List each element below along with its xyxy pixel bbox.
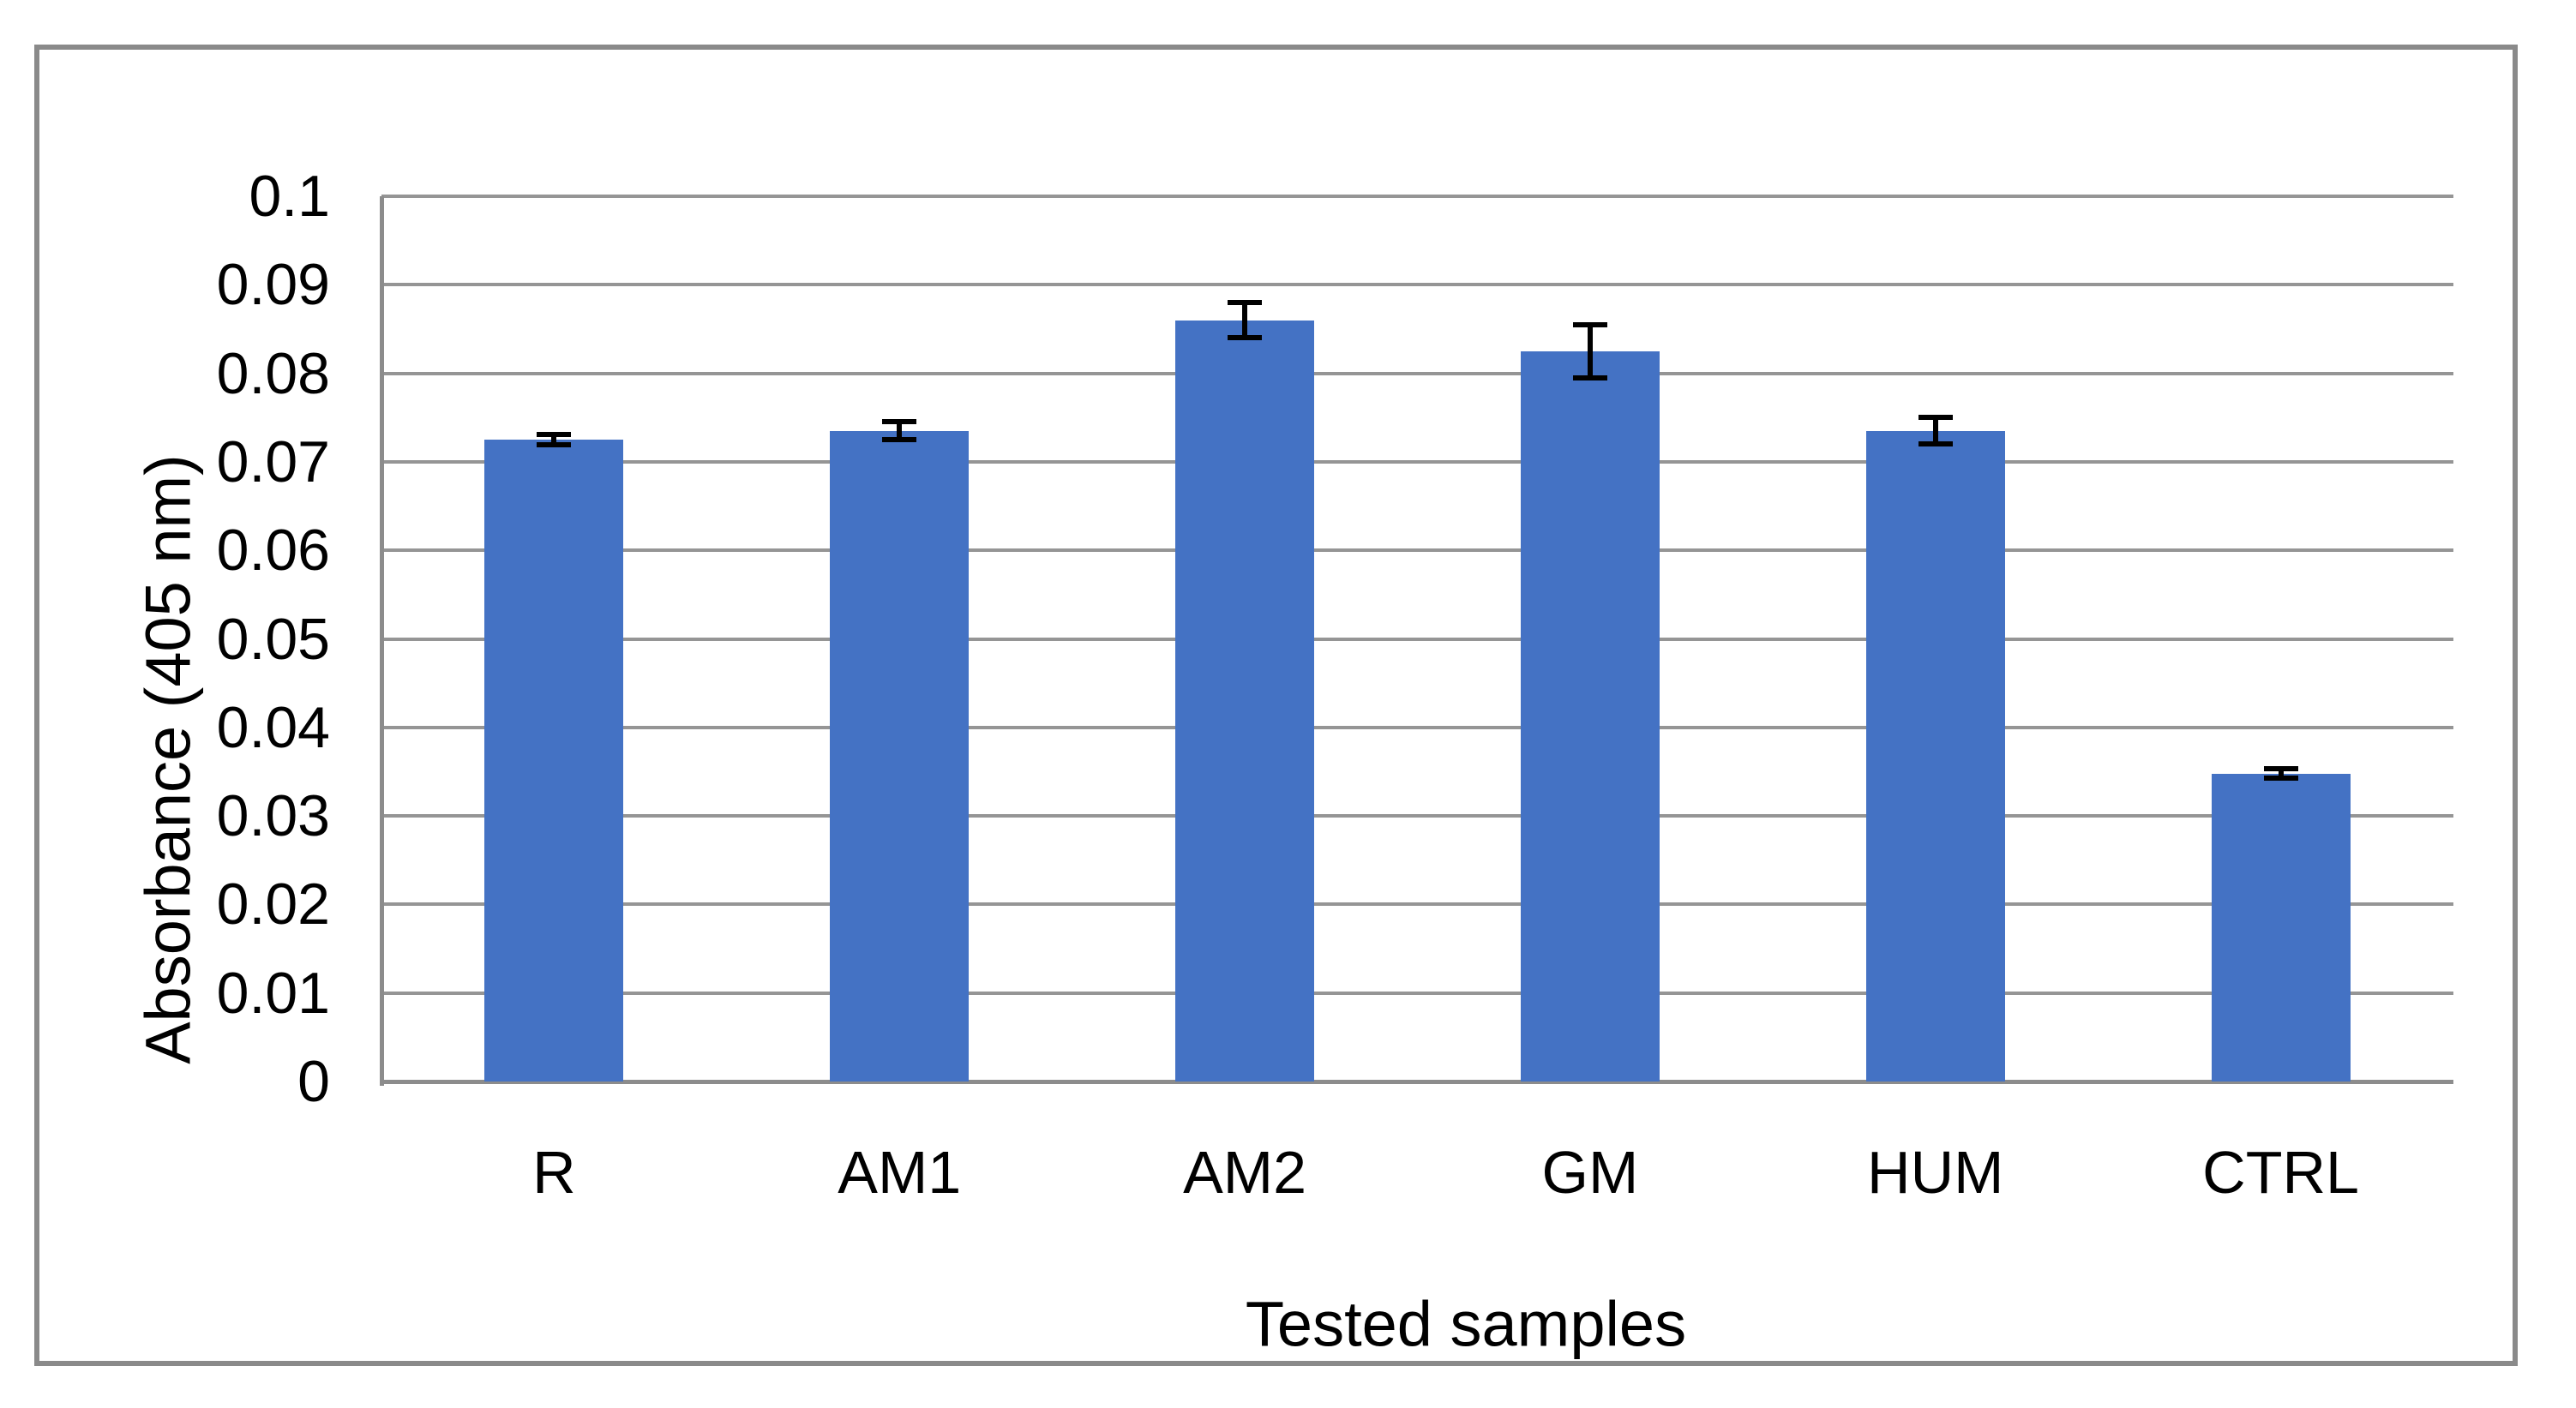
- bar-am2: [1175, 320, 1315, 1081]
- x-category-label-am1: AM1: [838, 1139, 962, 1206]
- bar-gm: [1520, 351, 1660, 1081]
- error-bar-line: [1587, 324, 1593, 378]
- gridline: [381, 991, 2453, 995]
- bar-r: [484, 440, 624, 1081]
- error-bar-cap-bottom: [2263, 775, 2298, 781]
- error-bar-line: [1242, 302, 1248, 339]
- error-bar-cap-bottom: [882, 437, 917, 443]
- gridline: [381, 902, 2453, 907]
- x-category-label-gm: GM: [1541, 1139, 1639, 1206]
- bar-ctrl: [2211, 773, 2351, 1081]
- y-tick-label: 0.06: [216, 518, 330, 584]
- y-tick-label: 0.1: [249, 164, 330, 229]
- y-tick-label: 0.05: [216, 606, 330, 672]
- y-tick-label: 0.01: [216, 960, 330, 1026]
- gridline: [381, 725, 2453, 729]
- y-tick-label: 0.09: [216, 252, 330, 318]
- y-tick-label: 0.08: [216, 340, 330, 406]
- error-bar-line: [551, 434, 557, 446]
- error-bar-cap-top: [2263, 766, 2298, 772]
- gridline: [381, 283, 2453, 287]
- gridline: [381, 371, 2453, 375]
- plot-area: [381, 195, 2453, 1083]
- gridline: [381, 548, 2453, 553]
- gridline: [381, 459, 2453, 464]
- y-axis-line: [380, 196, 384, 1086]
- y-tick-label: 0: [297, 1049, 330, 1114]
- x-category-label-hum: HUM: [1867, 1139, 2004, 1206]
- error-bar-cap-top: [1572, 321, 1607, 327]
- y-tick-label: 0.02: [216, 872, 330, 938]
- y-tick-label: 0.03: [216, 783, 330, 849]
- error-bar-cap-bottom: [537, 442, 572, 448]
- y-tick-label: 0.07: [216, 428, 330, 494]
- error-bar-cap-top: [1228, 299, 1263, 305]
- gridline: [381, 814, 2453, 818]
- error-bar-line: [897, 422, 903, 440]
- error-bar-cap-top: [537, 431, 572, 437]
- x-axis-title: Tested samples: [1245, 1288, 1687, 1360]
- x-category-label-r: R: [532, 1139, 576, 1206]
- y-tick-label: 0.04: [216, 694, 330, 760]
- error-bar-cap-bottom: [1228, 335, 1263, 341]
- error-bar-cap-top: [882, 419, 917, 425]
- bar-hum: [1865, 430, 2005, 1081]
- error-bar-cap-top: [1918, 415, 1953, 421]
- bar-am1: [830, 430, 970, 1081]
- error-bar-cap-bottom: [1572, 374, 1607, 380]
- x-category-label-am2: AM2: [1183, 1139, 1307, 1206]
- x-axis-line: [380, 1080, 2453, 1084]
- error-bar-cap-bottom: [1918, 441, 1953, 447]
- gridline: [381, 195, 2453, 198]
- error-bar-line: [1932, 417, 1938, 445]
- x-category-label-ctrl: CTRL: [2202, 1139, 2359, 1206]
- error-bar-line: [2278, 769, 2284, 778]
- gridline: [381, 637, 2453, 641]
